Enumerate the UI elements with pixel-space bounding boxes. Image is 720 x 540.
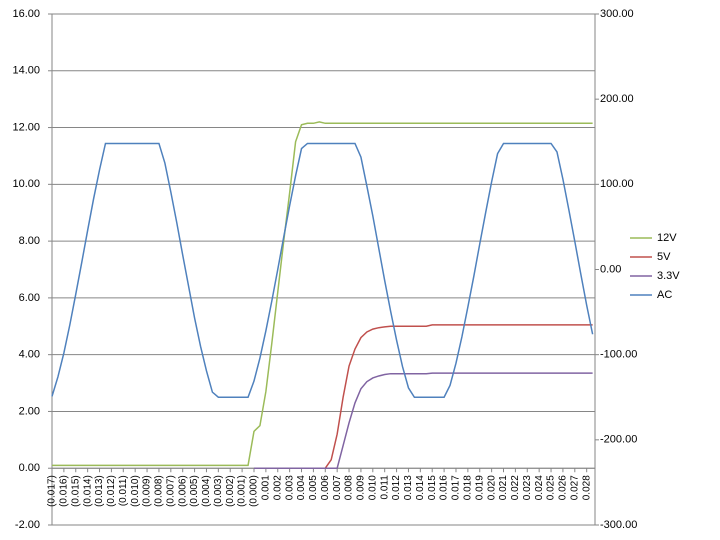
y-tick-label: 12.00: [12, 121, 40, 133]
x-tick-label: 0.010: [367, 475, 378, 500]
x-tick-label: (0.002): [225, 475, 236, 507]
x-tick-label: 0.012: [391, 475, 402, 500]
x-tick-label: (0.012): [106, 475, 117, 507]
x-tick-label: 0.026: [558, 475, 569, 500]
y-tick-label: 0.00: [19, 462, 40, 474]
x-tick-label: (0.015): [70, 475, 81, 507]
x-tick-label: (0.014): [82, 475, 93, 507]
x-tick-label: (0.007): [165, 475, 176, 507]
legend-label: AC: [657, 289, 672, 301]
y-tick-label: 8.00: [19, 235, 40, 247]
x-tick-label: 0.021: [498, 475, 509, 500]
x-tick-label: 0.003: [284, 475, 295, 500]
x-tick-label: (0.003): [213, 475, 224, 507]
x-tick-label: 0.014: [415, 475, 426, 500]
y2-tick-label: -100.00: [600, 349, 637, 361]
plot-area: [52, 14, 595, 525]
x-tick-label: 0.022: [510, 475, 521, 500]
x-tick-label: 0.016: [439, 475, 450, 500]
series-line: [51, 142, 594, 398]
x-tick-label: (0.008): [154, 475, 165, 507]
x-tick-label: (0.004): [201, 475, 212, 507]
y-tick-label: 14.00: [12, 65, 40, 77]
x-tick-label: 0.002: [272, 475, 283, 500]
y-tick-label: -2.00: [15, 519, 40, 531]
x-tick-label: 0.027: [569, 475, 580, 500]
series-line: [52, 121, 593, 467]
y2-tick-label: 0.00: [600, 263, 621, 275]
x-tick-label: (0.001): [237, 475, 248, 507]
legend-label: 5V: [657, 251, 671, 263]
x-tick-label: (0.000): [249, 475, 260, 507]
x-tick-label: (0.016): [59, 475, 70, 507]
legend-label: 12V: [657, 232, 677, 244]
series-line: [253, 372, 593, 469]
y2-tick-label: 300.00: [600, 8, 634, 20]
x-tick-label: (0.009): [142, 475, 153, 507]
x-tick-label: (0.011): [118, 475, 129, 506]
x-tick-label: (0.005): [189, 475, 200, 507]
x-tick-label: 0.017: [451, 475, 462, 500]
x-tick-label: (0.010): [130, 475, 141, 507]
x-tick-label: 0.013: [403, 475, 414, 500]
x-tick-label: 0.024: [534, 475, 545, 500]
x-tick-label: 0.004: [296, 475, 307, 500]
x-tick-label: 0.011: [379, 475, 390, 500]
y2-tick-label: 100.00: [600, 178, 634, 190]
x-tick-label: 0.005: [308, 475, 319, 500]
y-tick-label: 4.00: [19, 349, 40, 361]
y-tick-label: 16.00: [12, 8, 40, 20]
x-tick-label: (0.013): [94, 475, 105, 507]
x-tick-label: (0.017): [47, 475, 58, 507]
y-tick-label: 2.00: [19, 405, 40, 417]
y-tick-label: 6.00: [19, 292, 40, 304]
x-tick-label: (0.006): [177, 475, 188, 507]
x-tick-label: 0.023: [522, 475, 533, 500]
x-tick-label: 0.019: [474, 475, 485, 500]
y2-tick-label: -300.00: [600, 519, 637, 531]
legend-label: 3.3V: [657, 270, 680, 282]
x-tick-label: 0.028: [581, 475, 592, 500]
y-tick-label: 10.00: [12, 178, 40, 190]
x-tick-label: 0.007: [332, 475, 343, 500]
x-tick-label: 0.020: [486, 475, 497, 500]
y2-tick-label: -200.00: [600, 434, 637, 446]
x-tick-label: 0.008: [344, 475, 355, 500]
x-tick-label: 0.018: [463, 475, 474, 500]
x-tick-label: 0.001: [261, 475, 272, 500]
x-tick-label: 0.006: [320, 475, 331, 500]
x-tick-label: 0.025: [546, 475, 557, 500]
x-tick-label: 0.015: [427, 475, 438, 500]
x-tick-label: 0.009: [356, 475, 367, 500]
y2-tick-label: 200.00: [600, 93, 634, 105]
